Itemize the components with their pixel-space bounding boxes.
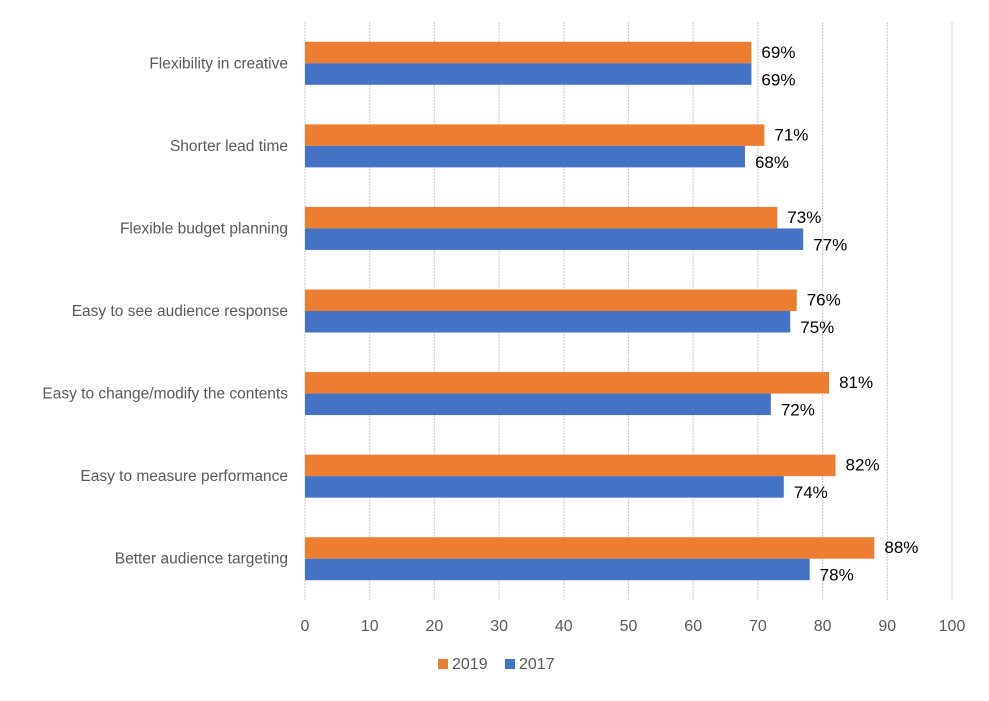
x-tick-label: 20 [426, 618, 444, 635]
data-label-2017: 78% [820, 566, 854, 585]
x-tick-label: 0 [301, 618, 310, 635]
x-tick-label: 80 [814, 618, 832, 635]
data-label-2017: 72% [781, 401, 815, 420]
bar-2017 [305, 63, 752, 85]
x-tick-label: 50 [620, 618, 638, 635]
legend-label-2017: 2017 [519, 656, 555, 673]
data-label-2019: 69% [761, 43, 795, 62]
x-tick-label: 40 [555, 618, 573, 635]
data-label-2019: 81% [839, 373, 873, 392]
bar-2019 [305, 454, 836, 477]
data-label-2019: 88% [884, 538, 918, 557]
bar-2019 [305, 124, 765, 146]
bar-2019 [305, 289, 797, 311]
bar-2017 [305, 145, 745, 168]
x-tick-label: 100 [939, 618, 966, 635]
x-tick-label: 70 [749, 618, 767, 635]
bar-2017 [305, 558, 810, 581]
x-tick-label: 90 [878, 618, 896, 635]
data-label-2017: 74% [794, 483, 828, 502]
x-tick-label: 30 [490, 618, 508, 635]
category-label: Flexibility in creative [149, 55, 288, 72]
bar-2017 [305, 228, 804, 250]
data-label-2019: 71% [774, 125, 808, 144]
category-label: Better audience targeting [115, 551, 288, 568]
data-label-2017: 77% [813, 235, 847, 254]
legend-swatch-2019 [438, 659, 448, 669]
bar-2019 [305, 41, 752, 64]
data-label-2019: 82% [846, 456, 880, 475]
data-label-2019: 73% [787, 208, 821, 227]
category-label: Easy to change/modify the contents [42, 386, 288, 403]
legend-label-2019: 2019 [452, 656, 488, 673]
category-label: Easy to measure performance [80, 468, 288, 485]
data-label-2017: 69% [761, 70, 795, 89]
bar-2019 [305, 372, 830, 394]
category-label: Shorter lead time [170, 138, 288, 155]
x-tick-label: 60 [684, 618, 702, 635]
category-label: Easy to see audience response [72, 303, 288, 320]
data-label-2017: 68% [755, 153, 789, 172]
bar-2019 [305, 206, 778, 229]
legend-swatch-2017 [505, 659, 515, 669]
bar-2017 [305, 393, 771, 416]
x-tick-label: 10 [361, 618, 379, 635]
category-label: Flexible budget planning [120, 220, 288, 237]
data-label-2019: 76% [807, 291, 841, 310]
data-label-2017: 75% [800, 318, 834, 337]
bar-2017 [305, 476, 784, 498]
bar-2017 [305, 311, 791, 333]
bar-2019 [305, 537, 875, 559]
